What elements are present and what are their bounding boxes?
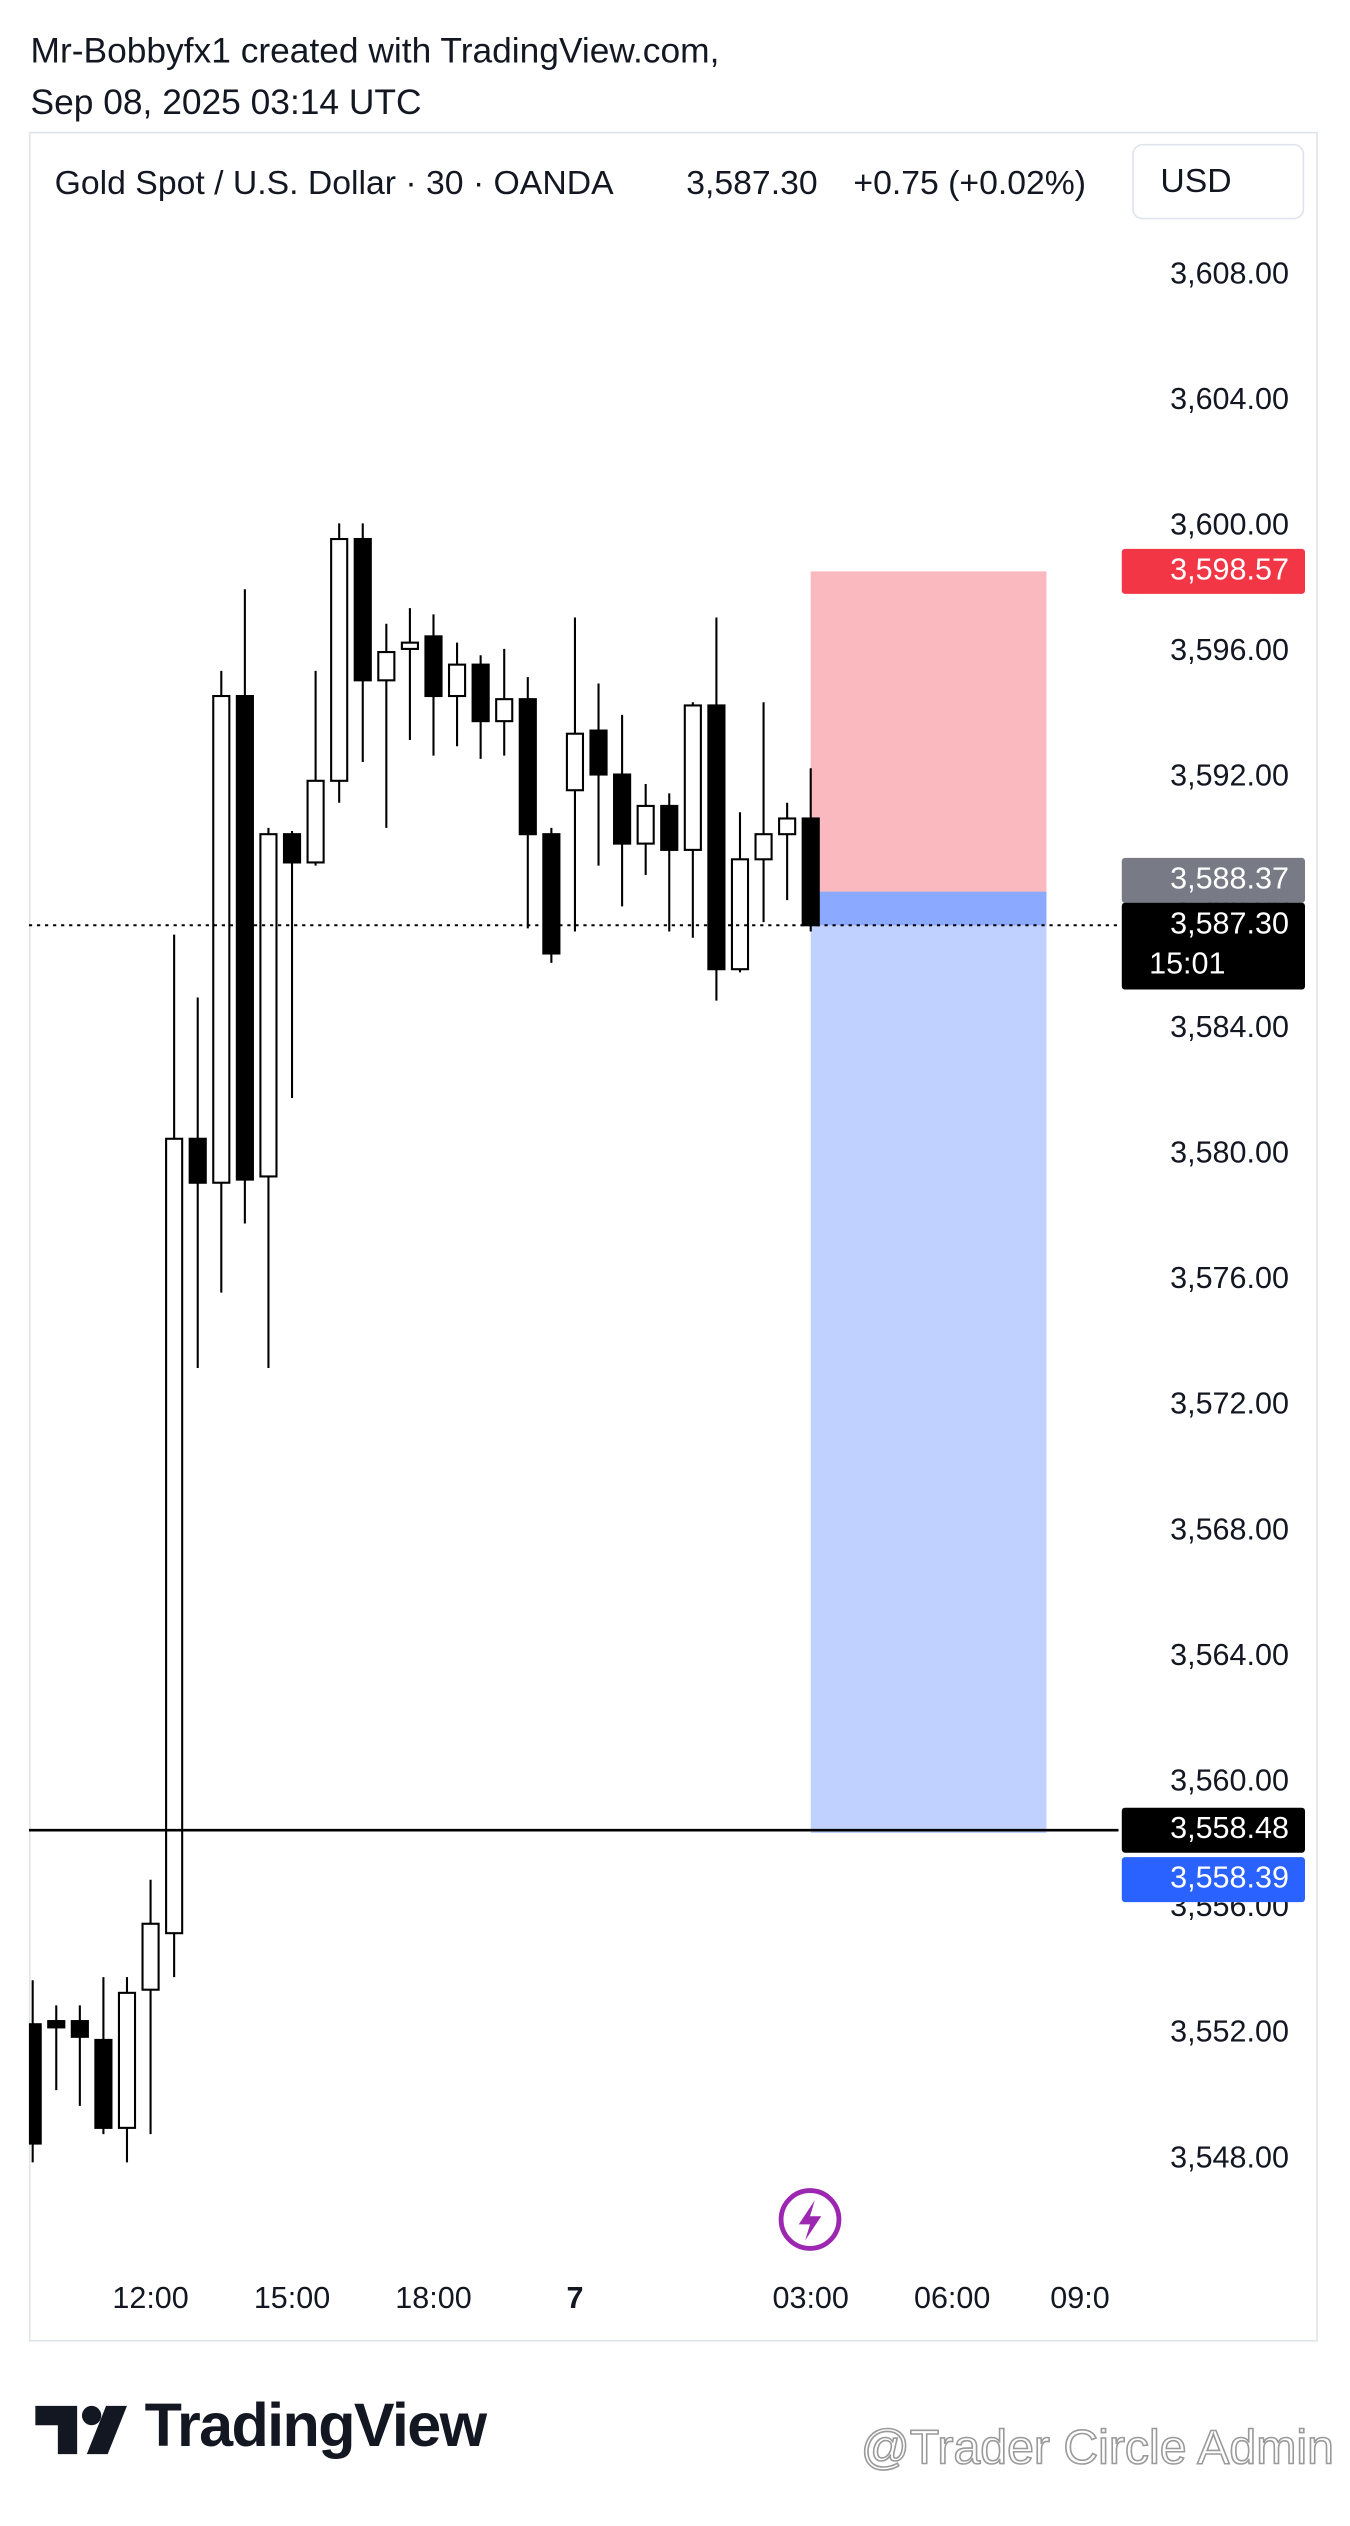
candle-body [94,2038,113,2129]
candle-body [28,2023,42,2145]
tv-logo-icon [35,2405,127,2455]
time-axis: 12:00 15:00 18:00 7 03:00 06:00 09:0 [112,2281,1109,2315]
y-tick-label: 3,560.00 [1170,1764,1289,1798]
x-tick-label: 03:00 [773,2281,849,2315]
candle-body [330,537,349,782]
x-tick-label: 15:00 [254,2281,330,2315]
candle-body [730,858,750,971]
candle-body [165,1137,184,1935]
entry-strip [810,891,1047,926]
chart-title: Gold Spot / U.S. Dollar · 30 · OANDA [55,164,614,202]
chart-frame [28,131,1318,2342]
plot-area [28,523,1119,2163]
candle-body [47,2020,66,2029]
candle-body [660,804,679,851]
y-tick-label: 3,548.00 [1170,2140,1289,2174]
candle-body [282,833,302,864]
currency[interactable]: USD [1160,162,1231,200]
candle-body [188,1137,207,1184]
candle-body [259,833,278,1178]
currency-button[interactable] [1132,143,1305,220]
candle-body [117,1991,137,2129]
y-tick-label: 3,576.00 [1170,1261,1289,1295]
candle-body [306,779,325,864]
y-tick-label: 3,584.00 [1170,1010,1289,1044]
y-tick-label: 3,596.00 [1170,633,1289,667]
y-tick-label: 3,600.00 [1170,508,1289,542]
price-label: 3,598.57 [1170,552,1289,586]
candle-body [683,704,702,851]
candle-body [636,804,655,845]
y-tick-label: 3,604.00 [1170,382,1289,416]
candle-body [801,817,820,927]
countdown: 15:01 [1149,946,1225,980]
candle-body [542,833,561,955]
price-label-box [1121,1857,1305,1903]
y-tick-label: 3,572.00 [1170,1387,1289,1421]
lightning-bolt [798,2200,822,2241]
y-tick-label: 3,592.00 [1170,759,1289,793]
candle-body [447,663,467,698]
y-tick-label: 3,568.00 [1170,1512,1289,1546]
candle-body [471,663,490,723]
price-label: 3,587.30 [1170,906,1289,940]
watermark: @Trader Circle Admin [861,2421,1334,2475]
x-tick-label: 06:00 [914,2281,990,2315]
logo-text: TradingView [145,2391,488,2459]
candle-body [400,641,419,650]
candle-body [589,729,608,776]
candle-body [235,694,254,1181]
candle-body [565,732,585,792]
lightning-icon[interactable] [778,2188,842,2251]
candle-body [778,817,797,836]
candle-body [353,537,372,682]
y-tick-label: 3,580.00 [1170,1136,1289,1170]
x-tick-label: 12:00 [112,2281,188,2315]
candle-body [518,698,537,836]
candle-body [212,694,231,1184]
price-label-box [1121,548,1305,594]
price-label-box [1121,857,1305,903]
date-line: Sep 08, 2025 03:14 UTC [31,83,422,122]
candle-body [707,704,726,971]
candle-body [424,635,443,698]
stop-zone [810,571,1047,892]
price-label-box [1121,902,1305,990]
y-tick-label: 3,608.00 [1170,256,1289,290]
price-label: 3,558.39 [1170,1861,1289,1895]
x-tick-label: 09:0 [1050,2281,1109,2315]
last-price: 3,587.30 [686,164,817,202]
price-label-box [1121,1807,1305,1853]
author-line: Mr-Bobbyfx1 created with TradingView.com… [31,31,720,70]
candle-body [70,2020,89,2038]
y-tick-label: 3,552.00 [1170,2015,1289,2049]
price-label: 3,558.48 [1170,1811,1289,1845]
target-zone [810,891,1047,1834]
candle-body [495,698,514,723]
x-tick-label: 18:00 [395,2281,471,2315]
candle-body [613,773,632,845]
y-tick-label: 3,564.00 [1170,1638,1289,1672]
price-change: +0.75 (+0.02%) [853,164,1086,202]
candle-body [754,833,773,861]
price-label: 3,588.37 [1170,861,1289,895]
x-tick-label: 7 [566,2281,583,2315]
price-labels: 3,598.57 3,588.37 3,587.30 15:01 3,558.48 3,5… [1121,548,1305,1903]
candle-body [377,651,396,682]
candle-body [141,1922,160,1991]
